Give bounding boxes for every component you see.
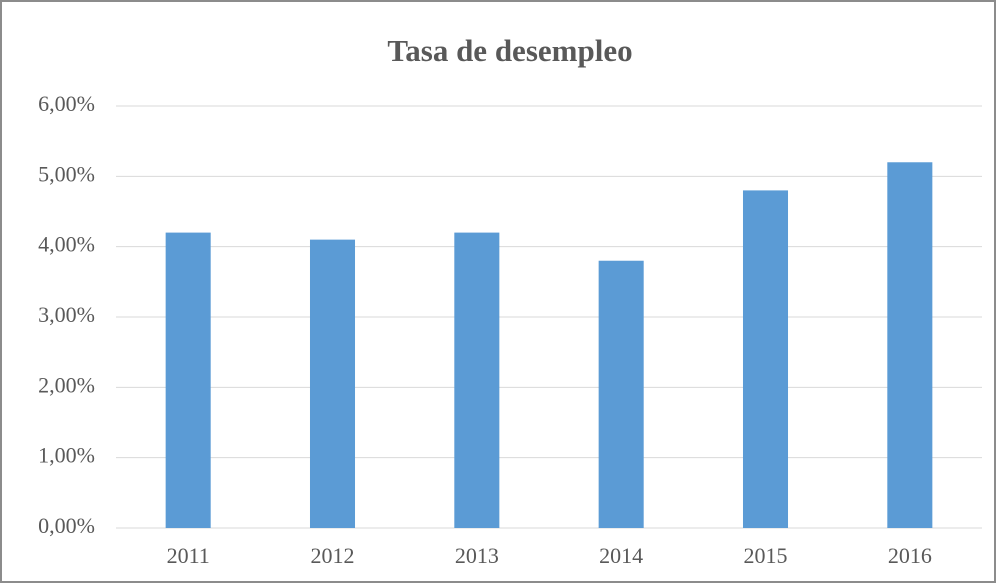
x-tick-label: 2012	[311, 543, 355, 568]
y-tick-label: 6,00%	[38, 91, 95, 116]
y-tick-label: 0,00%	[38, 513, 95, 538]
x-tick-label: 2015	[744, 543, 788, 568]
y-tick-label: 1,00%	[38, 443, 95, 468]
bar	[742, 190, 789, 528]
y-tick-label: 3,00%	[38, 302, 95, 327]
bar	[165, 232, 211, 528]
x-tick-label: 2011	[167, 543, 210, 568]
x-tick-label: 2016	[888, 543, 932, 568]
chart-title: Tasa de desempleo	[387, 33, 632, 68]
bar	[454, 232, 500, 528]
y-tick-label: 4,00%	[38, 232, 95, 257]
x-tick-label: 2014	[599, 543, 643, 568]
bar	[887, 162, 933, 528]
bar	[598, 260, 644, 528]
y-tick-label: 5,00%	[38, 161, 95, 186]
x-tick-label: 2013	[455, 543, 499, 568]
bar	[309, 239, 356, 528]
y-tick-label: 2,00%	[38, 372, 95, 397]
